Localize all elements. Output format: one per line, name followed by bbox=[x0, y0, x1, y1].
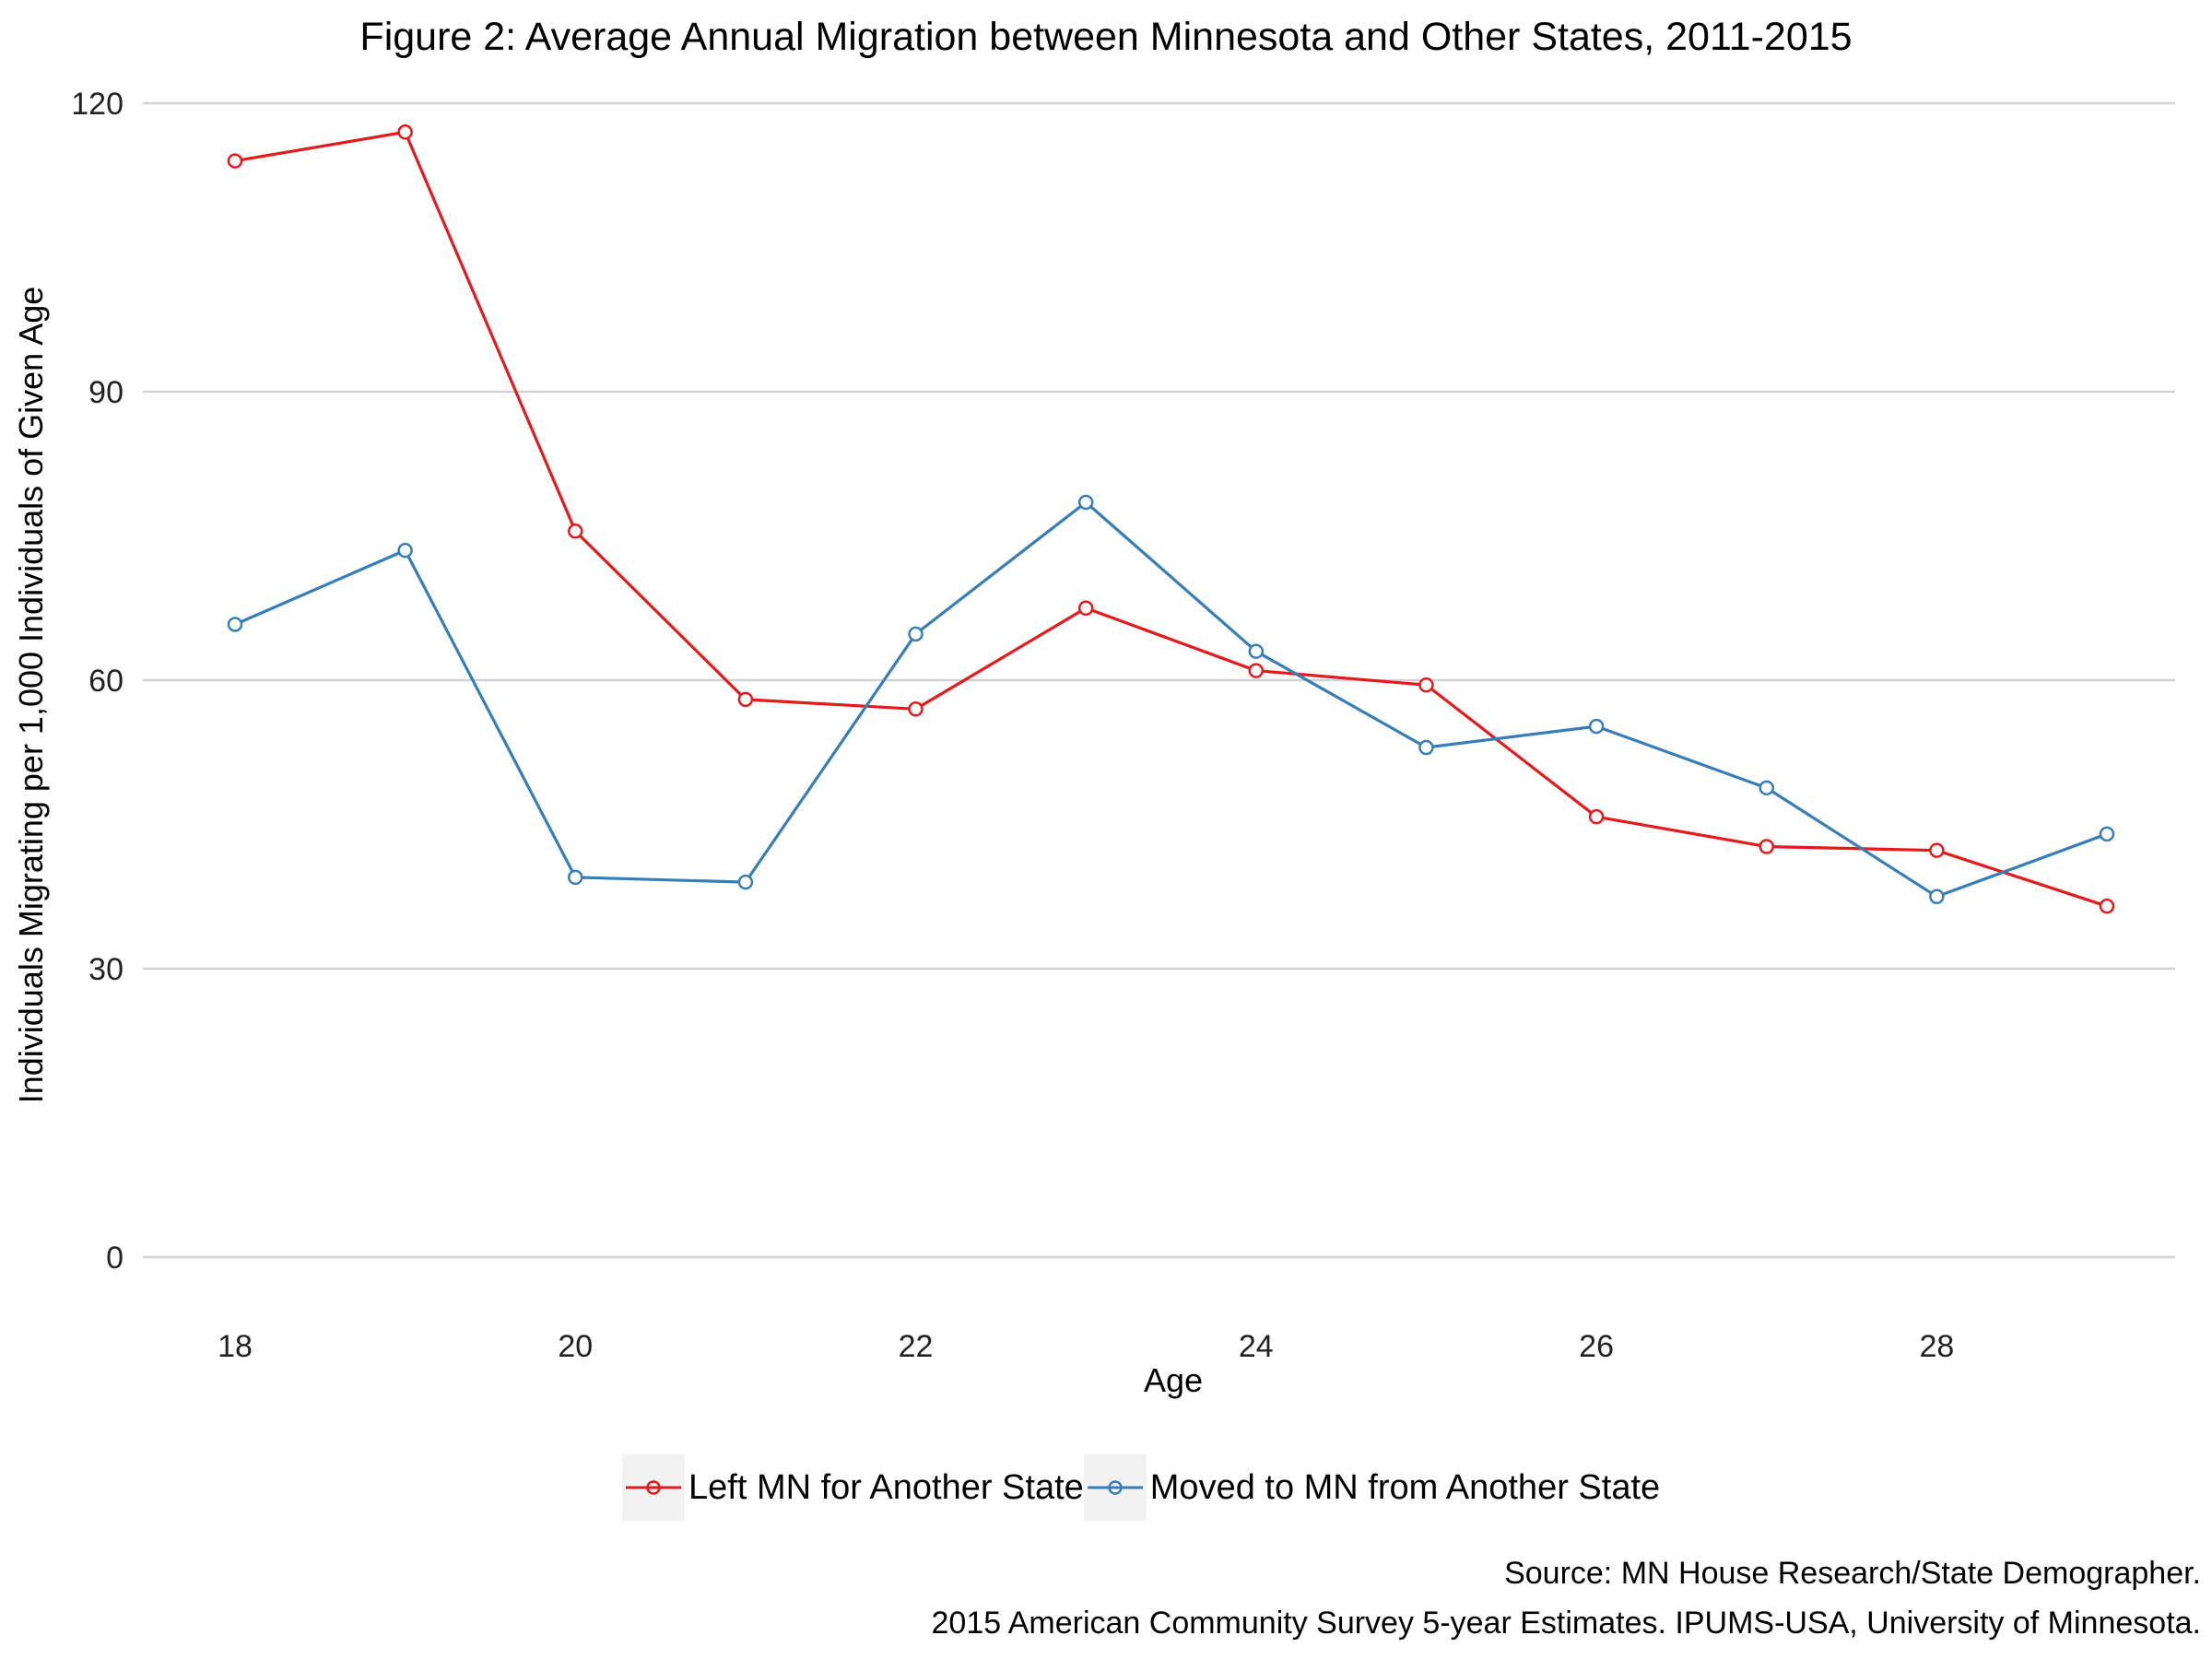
data-point bbox=[1929, 842, 1945, 858]
data-point bbox=[568, 869, 583, 886]
y-axis-label: Individuals Migrating per 1,000 Individu… bbox=[12, 287, 50, 1104]
data-point bbox=[737, 874, 754, 890]
data-point bbox=[1759, 780, 1774, 796]
data-point bbox=[568, 524, 583, 539]
data-point bbox=[737, 691, 754, 708]
x-tick-label: 22 bbox=[899, 1329, 934, 1364]
series-0 bbox=[227, 124, 2115, 914]
data-point bbox=[908, 626, 924, 642]
x-tick-labels: 18 20 22 24 26 28 bbox=[218, 1329, 1954, 1364]
data-point bbox=[1759, 839, 1774, 854]
data-point bbox=[2099, 826, 2115, 842]
legend-item-moved-to-mn: Moved to MN from Another State bbox=[1083, 1454, 1661, 1521]
data-point bbox=[1588, 808, 1605, 825]
x-tick-label: 24 bbox=[1239, 1329, 1274, 1364]
data-point bbox=[1077, 494, 1094, 511]
y-tick-label: 0 bbox=[106, 1241, 124, 1276]
x-tick-label: 20 bbox=[558, 1329, 593, 1364]
x-axis-label: Age bbox=[1144, 1361, 1203, 1399]
data-point bbox=[1588, 718, 1605, 735]
gridlines bbox=[143, 101, 2175, 1259]
series-line-1 bbox=[234, 500, 2108, 899]
data-point bbox=[2099, 898, 2115, 914]
legend: Left MN for Another State Moved to MN fr… bbox=[622, 1454, 1660, 1521]
legend-item-left-mn: Left MN for Another State bbox=[622, 1454, 1084, 1521]
legend-label-left-mn: Left MN for Another State bbox=[688, 1467, 1084, 1507]
data-point bbox=[227, 617, 243, 632]
legend-key-moved-to-mn bbox=[1083, 1454, 1147, 1521]
y-tick-label: 90 bbox=[88, 375, 124, 410]
x-tick-label: 18 bbox=[218, 1329, 253, 1364]
legend-key-left-mn bbox=[622, 1454, 685, 1521]
y-tick-label: 30 bbox=[88, 952, 124, 987]
data-point bbox=[397, 542, 413, 559]
data-point bbox=[1929, 888, 1945, 904]
x-tick-label: 26 bbox=[1579, 1329, 1614, 1364]
data-point bbox=[397, 124, 413, 140]
series-line-0 bbox=[234, 130, 2108, 908]
legend-label-moved-to-mn: Moved to MN from Another State bbox=[1149, 1467, 1661, 1507]
data-point bbox=[1248, 643, 1265, 659]
data-point bbox=[1077, 600, 1094, 616]
x-tick-label: 28 bbox=[1919, 1329, 1954, 1364]
data-point bbox=[1418, 677, 1434, 693]
y-tick-label: 120 bbox=[71, 87, 124, 122]
data-point bbox=[1418, 739, 1434, 756]
data-point bbox=[908, 701, 924, 717]
series-1 bbox=[227, 494, 2115, 904]
chart-title: Figure 2: Average Annual Migration betwe… bbox=[359, 15, 1853, 59]
data-point bbox=[227, 153, 243, 169]
source-note: Source: MN House Research/State Demograp… bbox=[1504, 1556, 2201, 1591]
series-lines bbox=[227, 124, 2115, 914]
data-citation: 2015 American Community Survey 5-year Es… bbox=[931, 1606, 2201, 1641]
data-point bbox=[1248, 663, 1265, 678]
y-tick-label: 60 bbox=[88, 664, 124, 699]
y-tick-labels: 0 30 60 90 120 bbox=[71, 87, 124, 1276]
